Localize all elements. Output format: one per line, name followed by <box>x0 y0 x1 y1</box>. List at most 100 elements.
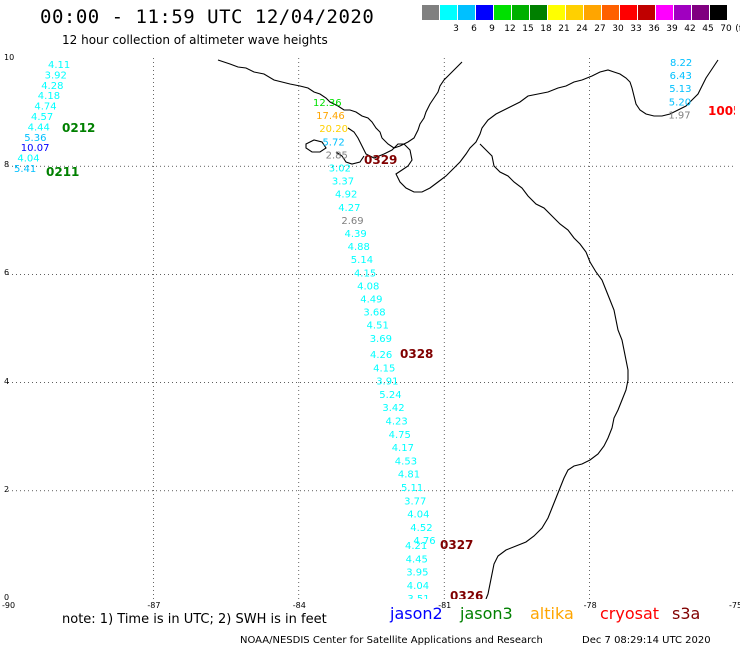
wave-height-label: 4.04 <box>17 154 39 165</box>
wave-height-label: 3.37 <box>332 177 354 188</box>
wave-height-label: 4.76 <box>413 536 435 547</box>
wave-height-label: 4.23 <box>386 417 408 428</box>
note-text: note: 1) Time is in UTC; 2) SWH is in fe… <box>62 612 327 627</box>
coastline-island <box>305 139 327 153</box>
wave-height-label: 4.04 <box>407 510 429 521</box>
lon-tick-label: -90 <box>2 601 16 610</box>
wave-height-label: 4.39 <box>345 229 367 240</box>
wave-height-label: 4.45 <box>406 554 428 565</box>
wave-height-label: 3.92 <box>45 70 67 81</box>
legend-label: 36 <box>648 24 660 34</box>
legend-label: 18 <box>540 24 552 34</box>
wave-height-label: 4.26 <box>370 350 392 361</box>
wave-height-label: 4.04 <box>407 581 429 592</box>
wave-height-label: 4.92 <box>335 190 357 201</box>
legend-label: 3 <box>453 24 459 34</box>
legend-label: 24 <box>576 24 588 34</box>
wave-height-label: 5.14 <box>351 255 373 266</box>
lat-tick-label: 4 <box>4 376 10 386</box>
wave-height-label: 6.43 <box>670 71 692 82</box>
legend-label: 12 <box>504 24 516 34</box>
lon-tick-label: -81 <box>438 601 452 610</box>
legend-label: 9 <box>489 24 495 34</box>
wave-height-label: 4.18 <box>38 91 60 102</box>
wave-height-label: 4.81 <box>398 470 420 481</box>
legend-swatch <box>566 5 583 20</box>
wave-height-label: 5.13 <box>669 84 691 95</box>
wave-height-label: 1.97 <box>668 110 690 121</box>
wave-height-label: 3.69 <box>370 334 392 345</box>
satellite-name: jason2 <box>390 604 443 623</box>
lat-tick-label: 6 <box>4 268 10 278</box>
lon-tick-label: -78 <box>583 601 597 610</box>
footer-timestamp: Dec 7 08:29:14 UTC 2020 <box>582 635 711 646</box>
wave-height-label: 5.24 <box>379 390 401 401</box>
wave-height-label: 4.15 <box>373 363 395 374</box>
wave-height-label: 4.88 <box>348 242 370 253</box>
wave-height-label: 5.36 <box>24 133 46 144</box>
coastline <box>217 59 719 599</box>
coastline-caribbean <box>581 59 719 117</box>
legend-swatch <box>638 5 655 20</box>
lon-tick-label: -84 <box>292 601 306 610</box>
legend-swatch <box>458 5 475 20</box>
wave-height-label: 4.57 <box>31 112 53 123</box>
track-time-label: 0329 <box>364 153 397 167</box>
legend-label: 39 <box>666 24 678 34</box>
legend-label: 42 <box>684 24 696 34</box>
lat-tick-label: 2 <box>4 484 10 494</box>
legend-swatch <box>530 5 547 20</box>
wave-height-label: 8.22 <box>670 58 692 69</box>
wave-height-label: 4.53 <box>395 456 417 467</box>
wave-height-label: 4.11 <box>48 60 70 71</box>
lon-tick-label: -87 <box>147 601 161 610</box>
wave-height-label: 5.11 <box>401 483 423 494</box>
track-time-label: 0327 <box>440 538 473 552</box>
wave-height-label: 3.51 <box>407 594 429 599</box>
wave-height-label: 4.28 <box>41 81 63 92</box>
legend-label: 27 <box>594 24 606 34</box>
satellite-name: altika <box>530 604 574 623</box>
page-subtitle: 12 hour collection of altimeter wave hei… <box>62 33 328 47</box>
legend-label: 21 <box>558 24 570 34</box>
wave-height-label: 5.72 <box>322 137 344 148</box>
legend-unit: (ft) <box>735 24 740 34</box>
coastline-colombia-pacific <box>479 143 629 599</box>
legend-swatch <box>476 5 493 20</box>
legend-swatch <box>656 5 673 20</box>
legend-label: 6 <box>471 24 477 34</box>
coastline-gulf-panama <box>347 79 583 193</box>
wave-height-label: 3.91 <box>376 377 398 388</box>
legend-swatch <box>584 5 601 20</box>
legend-swatch <box>692 5 709 20</box>
legend-label: 33 <box>630 24 642 34</box>
legend-label: 15 <box>522 24 534 34</box>
legend-swatch <box>710 5 727 20</box>
legend-swatch <box>494 5 511 20</box>
track-time-label: 0328 <box>400 347 433 361</box>
wave-height-label: 5.20 <box>669 97 691 108</box>
wave-height-labels: 4.113.924.284.184.744.574.445.3610.074.0… <box>14 58 735 599</box>
legend-swatch <box>674 5 691 20</box>
wave-height-label: 4.75 <box>389 430 411 441</box>
wave-height-label: 4.17 <box>392 443 414 454</box>
wave-height-label: 4.15 <box>354 268 376 279</box>
wave-height-map: 4.113.924.284.184.744.574.445.3610.074.0… <box>8 58 735 599</box>
legend-swatch <box>512 5 529 20</box>
wave-height-label: 4.27 <box>338 203 360 214</box>
wave-height-label: 10.07 <box>21 143 50 154</box>
track-time-label: 0212 <box>62 121 95 135</box>
wave-height-label: 2.69 <box>341 216 363 227</box>
track-time-label: 0326 <box>450 589 483 599</box>
wave-height-label: 17.46 <box>316 111 345 122</box>
wave-height-label: 20.20 <box>319 124 348 135</box>
lat-tick-label: 8 <box>4 160 10 170</box>
wave-height-label: 3.68 <box>363 308 385 319</box>
wave-height-label: 3.02 <box>329 164 351 175</box>
wave-height-label: 4.74 <box>34 102 56 113</box>
legend-swatch <box>620 5 637 20</box>
track-time-label: 0211 <box>46 165 79 179</box>
track-time-label: 1005 <box>708 104 735 118</box>
wave-height-label: 4.21 <box>405 541 427 552</box>
wave-height-label: 2.85 <box>326 150 348 161</box>
